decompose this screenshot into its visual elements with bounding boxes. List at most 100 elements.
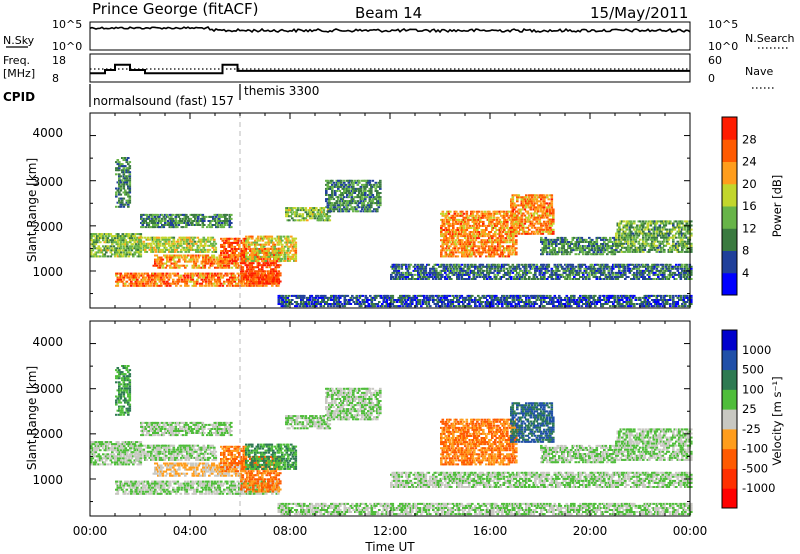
power-cell [246, 259, 250, 262]
power-cell [634, 240, 638, 243]
power-cell [153, 215, 157, 218]
power-cell [684, 234, 687, 237]
power-cell [374, 181, 378, 184]
power-cell [326, 210, 330, 213]
power-cell [595, 241, 599, 243]
power-cell [264, 248, 267, 250]
power-cell [180, 220, 184, 222]
power-cell [233, 258, 237, 261]
power-cell [585, 238, 588, 241]
power-cell [655, 226, 659, 229]
power-cell [238, 264, 241, 267]
power-cell [149, 276, 153, 279]
power-cell [173, 226, 176, 229]
power-cell [239, 282, 243, 285]
power-cell [343, 299, 347, 301]
power-cell [307, 211, 311, 214]
power-cell [194, 215, 197, 218]
power-cell [210, 224, 214, 226]
power-cell [130, 235, 134, 238]
power-cell [498, 239, 502, 242]
power-cell [124, 282, 127, 285]
power-cell [270, 276, 273, 279]
power-cell [543, 222, 546, 225]
power-cell [276, 266, 279, 269]
power-cell [276, 278, 279, 281]
power-cell [376, 200, 379, 203]
power-cell [281, 239, 284, 242]
power-cell [201, 226, 205, 229]
power-cell [293, 249, 296, 252]
power-cell [164, 213, 167, 216]
power-cell [312, 215, 315, 218]
power-cell [223, 264, 226, 267]
power-cell [118, 179, 121, 182]
power-cell [261, 247, 265, 250]
power-cell [338, 204, 342, 207]
power-cell [273, 264, 276, 267]
power-cell [663, 240, 666, 243]
power-cell [625, 228, 629, 231]
power-cell [205, 272, 208, 275]
power-cell [500, 239, 503, 242]
power-cell [251, 249, 254, 252]
power-cell [220, 262, 223, 265]
power-cell [154, 254, 157, 257]
power-cell [148, 274, 151, 277]
power-cell [166, 258, 169, 261]
power-cell [531, 204, 534, 207]
power-cell [238, 248, 241, 250]
power-cell [180, 226, 184, 229]
power-cell [157, 238, 161, 241]
power-cell [461, 224, 464, 227]
power-cell [657, 220, 660, 223]
power-cell [272, 247, 275, 250]
power-cell [123, 245, 126, 248]
power-cell [678, 220, 681, 223]
power-cell [193, 284, 196, 287]
power-cell [93, 247, 96, 250]
power-cell [127, 276, 130, 279]
power-cell [185, 260, 189, 263]
power-cell [679, 230, 683, 233]
power-cell [118, 161, 121, 164]
freq-left-tick-bottom: 8 [52, 72, 59, 85]
power-cell [519, 218, 522, 221]
power-cell [672, 244, 675, 247]
power-cell [576, 247, 579, 250]
power-cell [488, 214, 491, 217]
power-cell [245, 253, 248, 256]
power-cell [473, 224, 476, 227]
power-cell [178, 242, 182, 245]
power-cell [473, 220, 476, 223]
power-cell [663, 238, 666, 241]
power-cell [274, 262, 278, 265]
power-cell [165, 224, 169, 226]
power-cell [164, 254, 168, 257]
power-cell [510, 247, 514, 250]
power-cell [544, 249, 548, 252]
power-cell [162, 248, 165, 251]
power-cell [197, 215, 200, 218]
power-cell [264, 262, 267, 265]
power-cell [224, 258, 228, 261]
power-cell [646, 242, 650, 245]
power-cell [126, 253, 129, 256]
power-cell [504, 239, 508, 242]
power-cell [124, 171, 127, 174]
power-cell [135, 233, 138, 236]
power-cell [191, 224, 194, 226]
power-cell [267, 264, 270, 267]
power-cell [343, 294, 347, 297]
power-cell [102, 245, 105, 248]
power-cell [181, 278, 184, 281]
power-cell [327, 215, 330, 218]
power-cell [142, 276, 145, 279]
power-cell [489, 237, 493, 240]
power-cell [166, 276, 169, 279]
power-cell [546, 224, 549, 227]
power-cell [331, 190, 334, 192]
power-cell [270, 264, 273, 267]
power-cell [155, 276, 159, 279]
power-cell [359, 185, 363, 188]
